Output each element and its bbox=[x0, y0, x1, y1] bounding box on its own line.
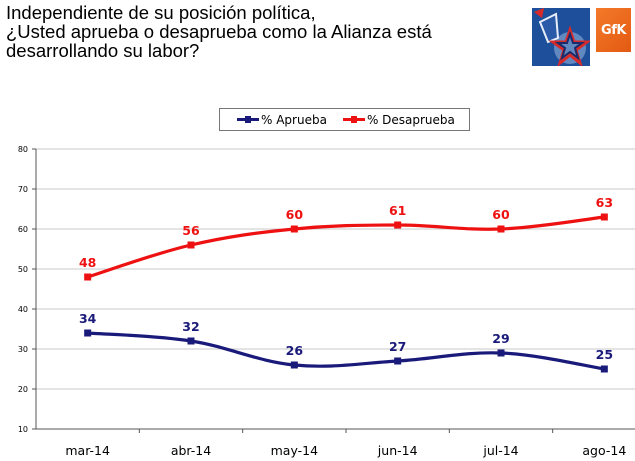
x-tick-label: jul-14 bbox=[482, 443, 518, 458]
data-point-aprueba bbox=[290, 361, 298, 369]
legend-label-desaprueba: % Desaprueba bbox=[366, 112, 455, 127]
data-label-aprueba: 34 bbox=[79, 311, 97, 326]
data-label-desaprueba: 48 bbox=[79, 255, 96, 270]
y-tick-label: 30 bbox=[18, 345, 28, 354]
y-tick-label: 20 bbox=[18, 385, 28, 394]
data-point-desaprueba bbox=[497, 225, 505, 233]
legend-item-aprueba: % Aprueba bbox=[237, 113, 327, 127]
y-tick-label: 60 bbox=[18, 225, 28, 234]
y-tick-label: 50 bbox=[18, 265, 28, 274]
legend-swatch-aprueba bbox=[237, 116, 259, 123]
legend-label-aprueba: % Aprueba bbox=[261, 112, 327, 127]
data-label-desaprueba: 60 bbox=[492, 207, 510, 222]
data-point-aprueba bbox=[600, 365, 608, 373]
data-label-aprueba: 27 bbox=[389, 339, 406, 354]
y-tick-label: 40 bbox=[18, 305, 28, 314]
data-point-aprueba bbox=[84, 329, 92, 337]
data-point-aprueba bbox=[497, 349, 505, 357]
data-point-desaprueba bbox=[600, 213, 608, 221]
data-label-aprueba: 32 bbox=[182, 319, 199, 334]
data-point-desaprueba bbox=[290, 225, 298, 233]
data-label-desaprueba: 60 bbox=[286, 207, 304, 222]
x-tick-label: abr-14 bbox=[171, 443, 211, 458]
y-tick-label: 10 bbox=[18, 425, 28, 434]
chart-title: Independiente de su posición política, ¿… bbox=[6, 2, 432, 61]
x-tick-label: ago-14 bbox=[582, 443, 626, 458]
data-label-desaprueba: 63 bbox=[596, 195, 613, 210]
gfk-logo: GfK bbox=[596, 8, 631, 52]
x-tick-label: mar-14 bbox=[65, 443, 110, 458]
x-tick-label: jun-14 bbox=[377, 443, 418, 458]
data-label-desaprueba: 56 bbox=[182, 223, 200, 238]
data-point-desaprueba bbox=[187, 241, 195, 249]
alianza-star-logo bbox=[532, 8, 590, 66]
x-tick-label: may-14 bbox=[271, 443, 318, 458]
data-point-desaprueba bbox=[394, 221, 402, 229]
data-point-aprueba bbox=[187, 337, 195, 345]
series-line-aprueba bbox=[86, 331, 606, 371]
data-label-aprueba: 26 bbox=[286, 343, 304, 358]
data-label-aprueba: 25 bbox=[596, 347, 613, 362]
data-point-desaprueba bbox=[84, 273, 92, 281]
data-point-aprueba bbox=[394, 357, 402, 365]
y-tick-label: 70 bbox=[18, 185, 28, 194]
data-label-desaprueba: 61 bbox=[389, 203, 406, 218]
data-label-aprueba: 29 bbox=[492, 331, 509, 346]
y-tick-label: 80 bbox=[18, 145, 28, 154]
series-line-desaprueba bbox=[86, 215, 606, 279]
chart-legend: % Aprueba % Desaprueba bbox=[219, 108, 470, 131]
legend-swatch-desaprueba bbox=[342, 116, 365, 123]
legend-item-desaprueba: % Desaprueba bbox=[342, 112, 455, 127]
